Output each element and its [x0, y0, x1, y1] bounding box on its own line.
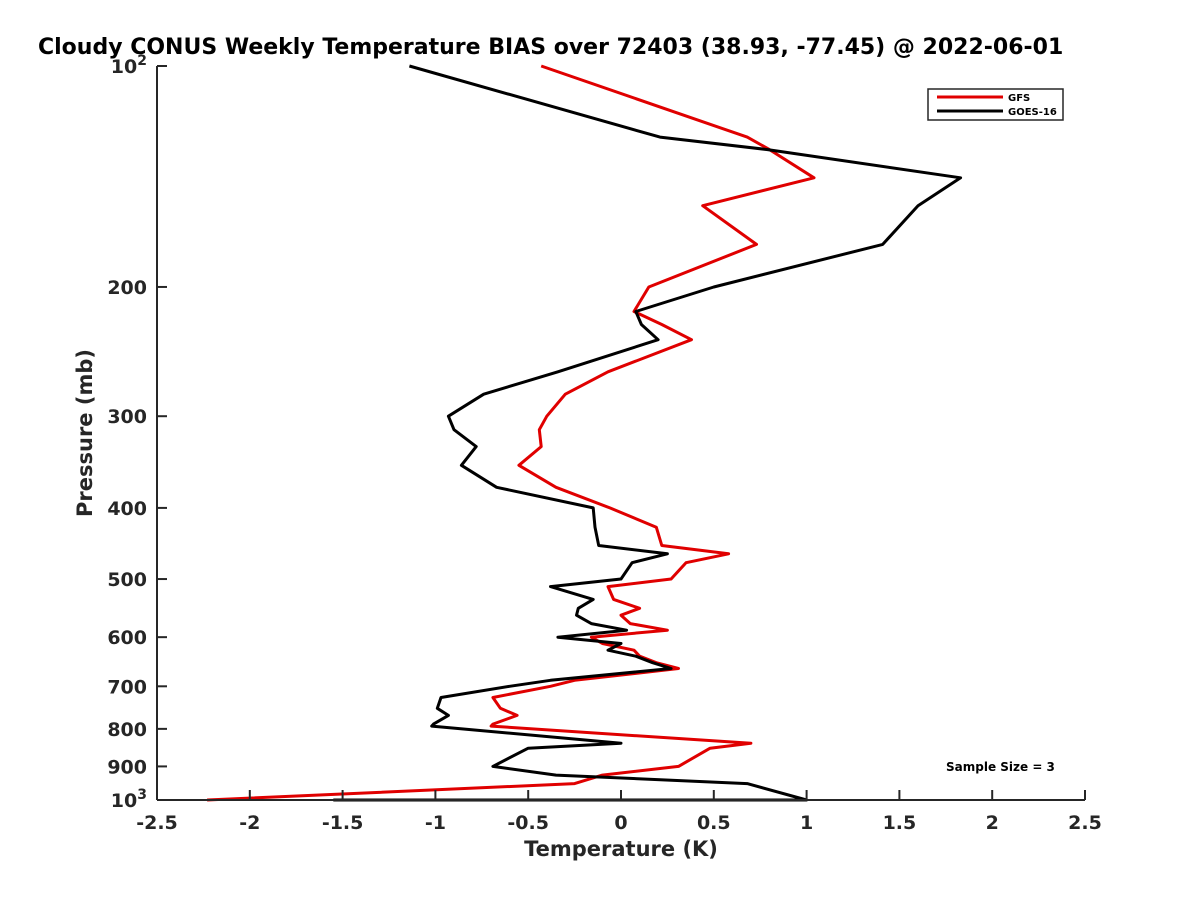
y-axis-ticks: 102 200 300 400 500 600 700 800 900 103: [107, 53, 167, 812]
y-axis-label: Pressure (mb): [73, 349, 97, 517]
legend: GFS GOES-16: [927, 88, 1064, 121]
y-tick-label: 103: [111, 787, 147, 812]
x-axis-label: Temperature (K): [524, 837, 718, 861]
x-tick-label: -1.5: [322, 812, 364, 834]
y-tick-label: 700: [107, 676, 147, 698]
x-tick-label: 1.5: [883, 812, 917, 834]
x-tick-label: 1: [800, 812, 813, 834]
series-line-gfs: [207, 64, 816, 802]
y-tick-label: 800: [107, 719, 147, 741]
x-tick-label: -0.5: [507, 812, 549, 834]
legend-label-gfs: GFS: [1008, 93, 1030, 104]
x-tick-label: -1: [425, 812, 446, 834]
sample-size-annotation: Sample Size = 3: [946, 760, 1055, 774]
y-tick-label: 900: [107, 756, 147, 778]
legend-label-goes16: GOES-16: [1008, 107, 1057, 118]
x-tick-label: 0.5: [697, 812, 731, 834]
chart-title: Cloudy CONUS Weekly Temperature BIAS ove…: [38, 35, 1063, 60]
series-line-goes16: [333, 64, 963, 802]
y-tick-label: 200: [107, 277, 147, 299]
x-tick-label: 2: [986, 812, 999, 834]
legend-box: [927, 88, 1064, 121]
x-axis-ticks: -2.5 -2 -1.5 -1 -0.5 0 0.5 1 1.5 2 2.5: [136, 790, 1102, 834]
y-tick-label: 400: [107, 498, 147, 520]
x-tick-label: -2: [239, 812, 260, 834]
x-tick-label: -2.5: [136, 812, 178, 834]
plot-area: [157, 66, 1085, 800]
x-tick-label: 2.5: [1068, 812, 1102, 834]
y-tick-label: 600: [107, 627, 147, 649]
y-tick-label: 102: [111, 53, 147, 78]
x-tick-label: 0: [614, 812, 627, 834]
y-tick-label: 500: [107, 569, 147, 591]
y-tick-label: 300: [107, 406, 147, 428]
series-layer: [207, 64, 963, 802]
